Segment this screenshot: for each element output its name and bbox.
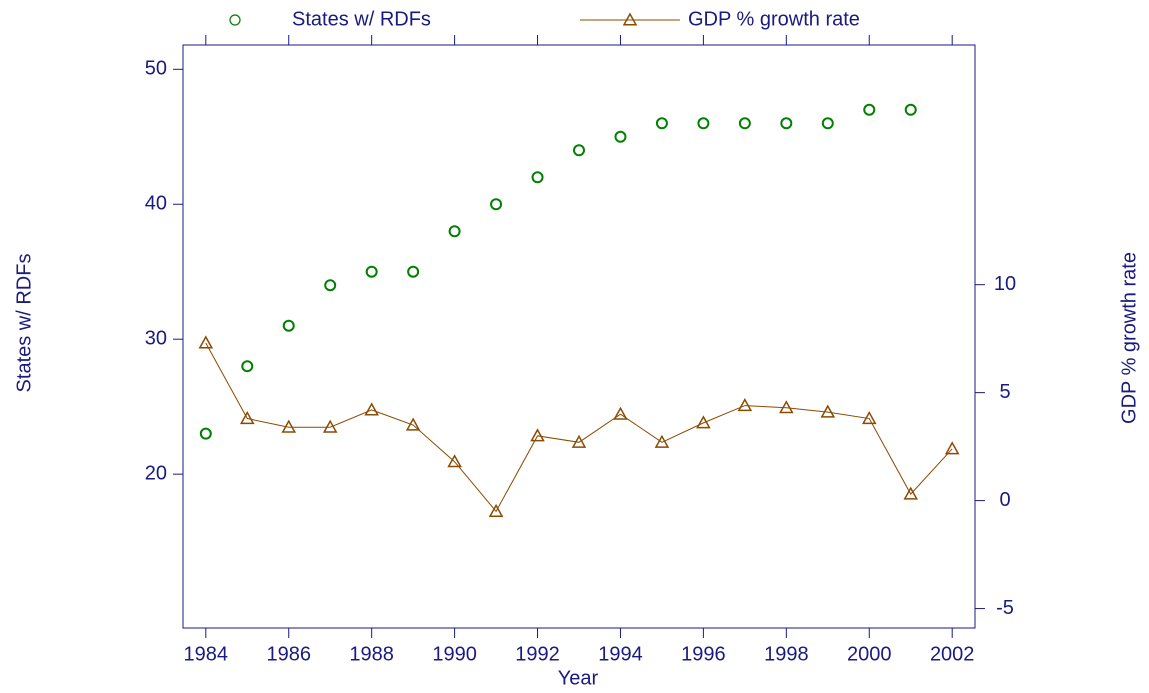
circle-marker xyxy=(614,130,627,143)
circle-marker xyxy=(407,265,420,278)
x-tick-label: 1988 xyxy=(349,643,394,665)
triangle-marker xyxy=(198,335,214,349)
triangle-marker xyxy=(239,411,255,425)
series-line xyxy=(205,342,953,513)
triangle-marker xyxy=(530,428,545,442)
circle-marker xyxy=(241,360,254,373)
legend-label: States w/ RDFs xyxy=(292,8,431,30)
circle-marker xyxy=(229,14,241,26)
triangle-marker xyxy=(737,398,753,412)
triangle-marker xyxy=(405,417,421,431)
circle-marker xyxy=(780,117,793,130)
y-axis-title: States w/ RDFs xyxy=(13,254,35,393)
y-tick-label: 50 xyxy=(145,58,167,80)
triangle-marker xyxy=(779,400,794,414)
triangle-marker xyxy=(654,434,670,448)
circle-marker xyxy=(655,117,668,130)
triangle-marker xyxy=(944,441,960,455)
circle-marker xyxy=(365,265,378,278)
x-axis-title: Year xyxy=(558,667,599,689)
y-tick-label: 40 xyxy=(145,193,167,215)
y2-tick-label: -5 xyxy=(996,597,1014,619)
y2-axis-title: GDP % growth rate xyxy=(1118,252,1140,424)
y2-tick-label: 0 xyxy=(999,489,1010,511)
y2-tick-label: 10 xyxy=(994,273,1016,295)
y2-tick-label: 5 xyxy=(999,381,1010,403)
x-tick-label: 1996 xyxy=(681,643,726,665)
circle-marker xyxy=(448,225,461,238)
circle-marker xyxy=(738,117,751,130)
circle-marker xyxy=(324,279,337,292)
triangle-marker xyxy=(696,415,711,429)
triangle-marker xyxy=(613,406,628,420)
circle-marker xyxy=(199,427,212,440)
circle-marker xyxy=(490,198,503,211)
triangle-marker xyxy=(820,404,836,418)
x-tick-label: 2000 xyxy=(847,643,892,665)
x-tick-label: 1990 xyxy=(432,643,477,665)
triangle-marker xyxy=(622,12,638,26)
triangle-marker xyxy=(447,454,462,468)
triangle-marker xyxy=(861,411,877,425)
x-tick-label: 1984 xyxy=(184,643,229,665)
triangle-marker xyxy=(281,419,297,433)
x-tick-label: 1986 xyxy=(266,643,311,665)
circle-marker xyxy=(904,103,917,116)
x-tick-label: 1992 xyxy=(515,643,560,665)
legend-label: GDP % growth rate xyxy=(688,8,860,30)
circle-marker xyxy=(863,103,876,116)
circle-marker xyxy=(573,144,585,157)
x-tick-label: 1998 xyxy=(764,643,809,665)
circle-marker xyxy=(821,117,834,130)
triangle-marker xyxy=(571,434,587,448)
circle-marker xyxy=(282,319,295,332)
circle-marker xyxy=(697,117,710,130)
y-tick-label: 20 xyxy=(145,462,167,484)
triangle-marker xyxy=(322,419,338,433)
plot-frame xyxy=(182,44,976,629)
circle-marker xyxy=(531,171,544,184)
x-tick-label: 1994 xyxy=(598,643,643,665)
triangle-marker xyxy=(488,503,504,517)
y-tick-label: 30 xyxy=(145,327,167,349)
x-tick-label: 2002 xyxy=(930,643,975,665)
triangle-marker xyxy=(364,402,379,416)
triangle-marker xyxy=(903,486,919,500)
